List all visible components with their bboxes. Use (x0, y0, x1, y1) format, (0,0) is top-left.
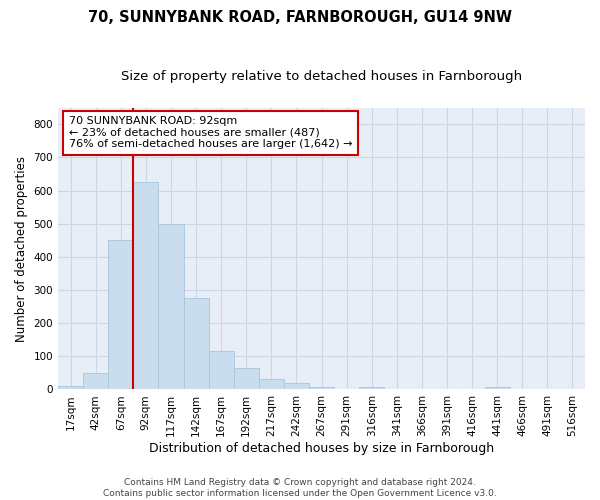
Text: Contains HM Land Registry data © Crown copyright and database right 2024.
Contai: Contains HM Land Registry data © Crown c… (103, 478, 497, 498)
Bar (58, 386, 83, 390)
Bar (485, 387, 510, 390)
Bar (133, 182, 158, 390)
Bar (233, 368, 259, 390)
Bar (259, 378, 284, 390)
Text: 70, SUNNYBANK ROAD, FARNBOROUGH, GU14 9NW: 70, SUNNYBANK ROAD, FARNBOROUGH, GU14 9N… (88, 10, 512, 25)
Bar (359, 387, 384, 390)
Bar (184, 298, 209, 390)
Title: Size of property relative to detached houses in Farnborough: Size of property relative to detached ho… (121, 70, 522, 83)
Y-axis label: Number of detached properties: Number of detached properties (15, 156, 28, 342)
Bar (284, 384, 309, 390)
Bar (309, 387, 334, 390)
Bar (209, 352, 233, 390)
X-axis label: Distribution of detached houses by size in Farnborough: Distribution of detached houses by size … (149, 442, 494, 455)
Bar (158, 224, 184, 390)
Bar (108, 240, 133, 390)
Bar (83, 373, 108, 390)
Text: 70 SUNNYBANK ROAD: 92sqm
← 23% of detached houses are smaller (487)
76% of semi-: 70 SUNNYBANK ROAD: 92sqm ← 23% of detach… (68, 116, 352, 150)
